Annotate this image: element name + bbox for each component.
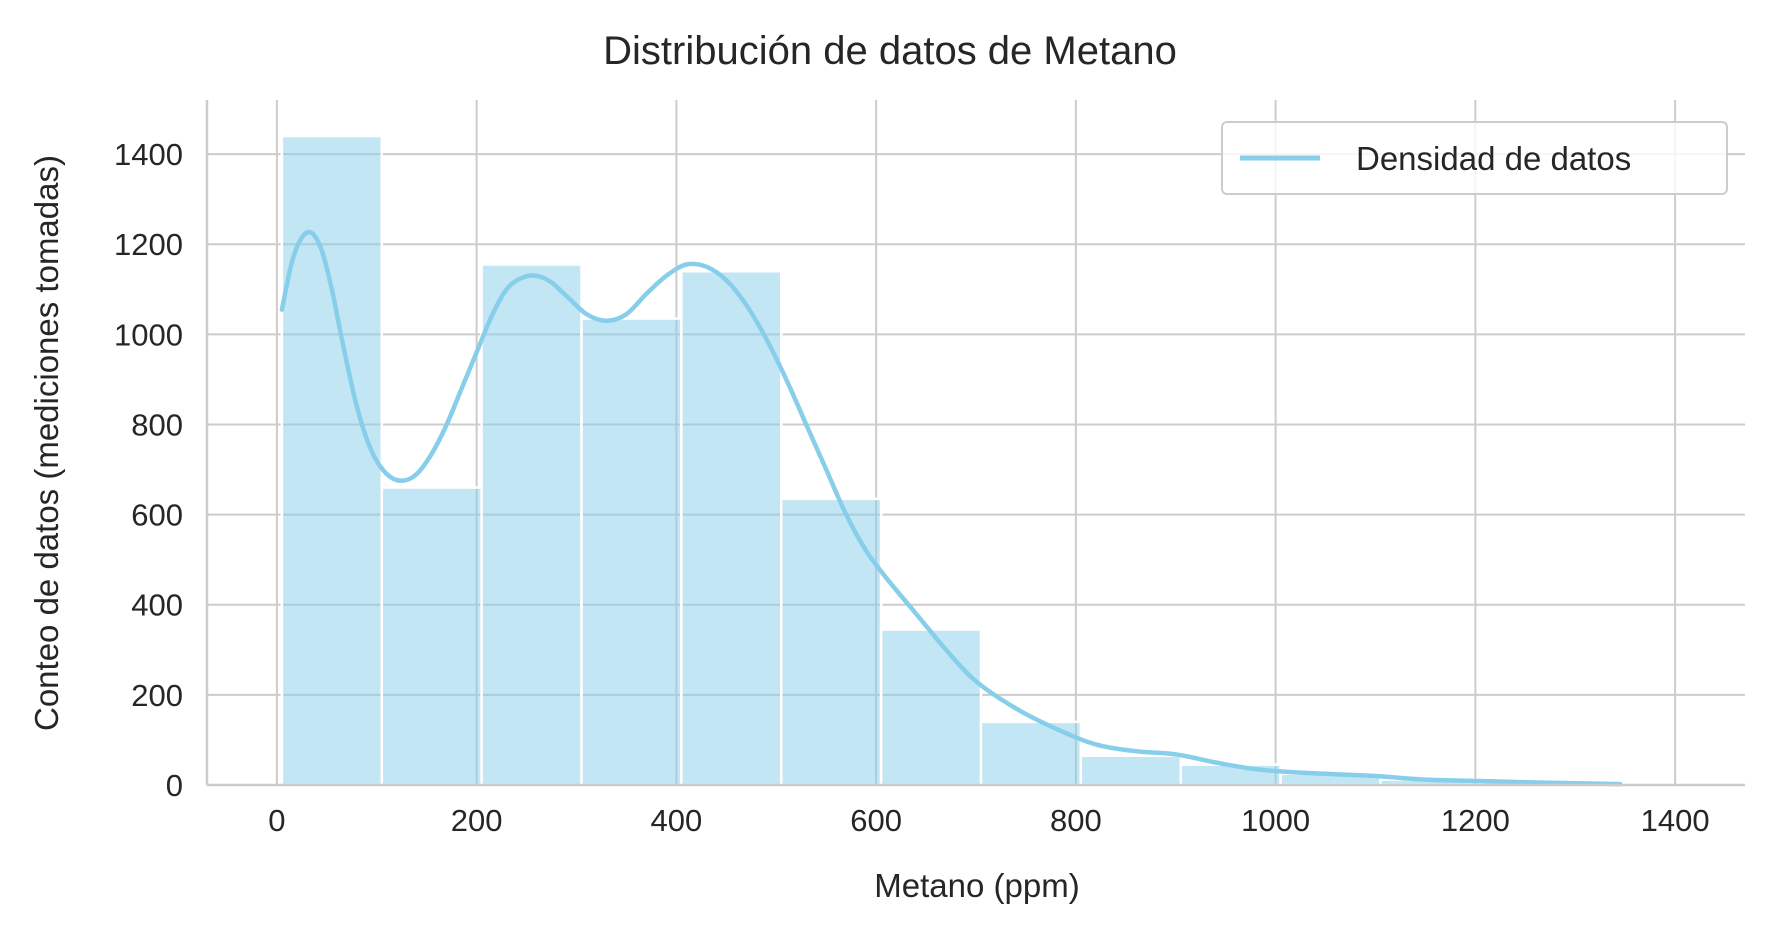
histogram-bar [1179, 763, 1282, 787]
histogram-bar [280, 134, 384, 787]
y-tick-label: 800 [131, 407, 183, 442]
y-tick-label: 600 [131, 498, 183, 533]
legend-entry-densidad: Densidad de datos [1356, 140, 1631, 177]
x-tick-label: 0 [268, 803, 285, 838]
chart-title: Distribución de datos de Metano [603, 29, 1177, 73]
density-line [279, 229, 1623, 787]
histogram-bar [780, 497, 883, 787]
histogram-bar [480, 263, 583, 787]
legend-box [1221, 121, 1728, 195]
x-tick-label: 1000 [1241, 803, 1310, 838]
y-tick-label: 200 [131, 678, 183, 713]
x-axis-label: Metano (ppm) [874, 867, 1079, 904]
histogram-bar [1079, 754, 1182, 787]
histogram-bar [680, 270, 783, 787]
histogram-bar [879, 628, 983, 787]
x-tick-label: 600 [850, 803, 902, 838]
histogram-bar [380, 486, 483, 787]
x-tick-label: 1400 [1641, 803, 1710, 838]
y-tick-label: 1000 [114, 317, 183, 352]
y-tick-label: 0 [166, 768, 183, 803]
y-tick-label: 1400 [114, 137, 183, 172]
legend: Densidad de datos [1221, 121, 1728, 195]
x-tick-label: 1200 [1441, 803, 1510, 838]
y-axis-label: Conteo de datos (mediciones tomadas) [28, 155, 65, 731]
y-tick-label: 400 [131, 588, 183, 623]
tick-labels: 0 200 400 600 800 1000 1200 1400 0 200 400 600 800 10… [114, 137, 1710, 838]
x-tick-label: 200 [451, 803, 503, 838]
histogram-bars [280, 134, 1622, 787]
x-tick-label: 800 [1050, 803, 1102, 838]
density-line-layer [279, 229, 1623, 787]
histogram-bar [580, 317, 683, 787]
y-tick-label: 1200 [114, 227, 183, 262]
x-tick-label: 400 [651, 803, 703, 838]
axes [205, 100, 1745, 787]
